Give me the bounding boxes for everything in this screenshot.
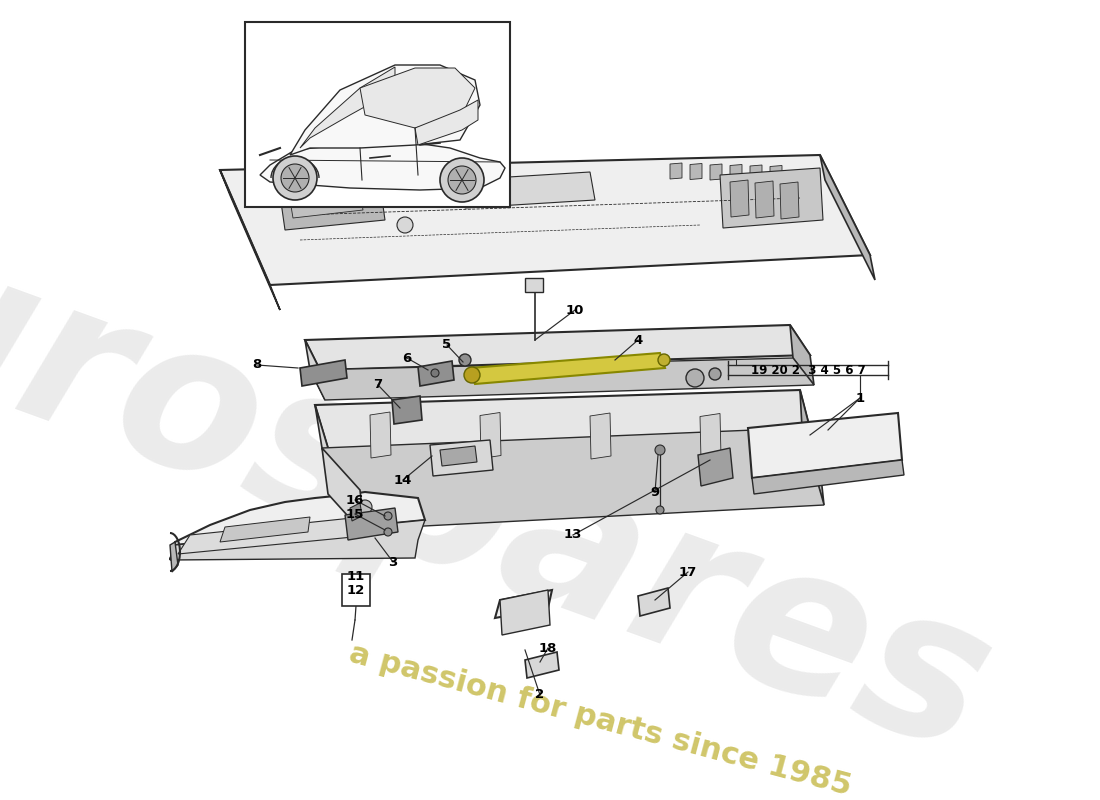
Polygon shape <box>698 448 733 486</box>
Text: 17: 17 <box>679 566 697 578</box>
Text: 8: 8 <box>252 358 262 371</box>
Polygon shape <box>300 67 395 148</box>
Text: 12: 12 <box>346 585 365 598</box>
Circle shape <box>384 512 392 520</box>
Polygon shape <box>770 166 782 182</box>
Polygon shape <box>460 172 595 208</box>
Polygon shape <box>470 353 666 384</box>
Polygon shape <box>290 65 480 155</box>
Polygon shape <box>370 412 390 458</box>
Text: 6: 6 <box>403 351 411 365</box>
Polygon shape <box>315 405 348 530</box>
Polygon shape <box>430 440 493 476</box>
Text: 7: 7 <box>373 378 383 391</box>
Circle shape <box>358 500 372 514</box>
Polygon shape <box>350 503 362 521</box>
Polygon shape <box>178 514 390 554</box>
Polygon shape <box>360 68 475 128</box>
Text: 2: 2 <box>536 689 544 702</box>
Text: 14: 14 <box>394 474 412 486</box>
Polygon shape <box>720 168 823 228</box>
Circle shape <box>384 528 392 536</box>
Text: 5: 5 <box>442 338 452 351</box>
Circle shape <box>710 368 720 380</box>
Bar <box>245 22 510 207</box>
Polygon shape <box>700 414 720 459</box>
Polygon shape <box>310 358 814 400</box>
Polygon shape <box>280 185 385 230</box>
Circle shape <box>464 367 480 383</box>
Polygon shape <box>690 163 702 179</box>
Circle shape <box>273 156 317 200</box>
Circle shape <box>440 158 484 202</box>
Text: 11: 11 <box>346 570 365 583</box>
Circle shape <box>431 369 439 377</box>
Text: 16: 16 <box>345 494 364 506</box>
Polygon shape <box>290 192 363 218</box>
Polygon shape <box>418 361 454 386</box>
Polygon shape <box>525 652 559 678</box>
Polygon shape <box>752 460 904 494</box>
Polygon shape <box>590 413 610 459</box>
Polygon shape <box>345 508 398 540</box>
Circle shape <box>448 166 476 194</box>
Polygon shape <box>305 340 324 400</box>
Polygon shape <box>322 428 824 530</box>
Text: 3: 3 <box>388 555 397 569</box>
Polygon shape <box>790 325 814 385</box>
Polygon shape <box>710 164 722 180</box>
Circle shape <box>654 445 666 455</box>
Polygon shape <box>480 413 501 458</box>
Text: a passion for parts since 1985: a passion for parts since 1985 <box>345 639 855 800</box>
Polygon shape <box>780 182 799 219</box>
Bar <box>525 278 543 292</box>
Text: 18: 18 <box>539 642 558 654</box>
Polygon shape <box>322 448 365 535</box>
Polygon shape <box>730 180 749 217</box>
Circle shape <box>397 217 412 233</box>
Polygon shape <box>755 181 774 218</box>
Polygon shape <box>748 413 902 478</box>
Text: 9: 9 <box>650 486 660 498</box>
Polygon shape <box>170 542 178 572</box>
Circle shape <box>280 164 309 192</box>
Polygon shape <box>495 590 552 618</box>
Bar <box>342 574 370 606</box>
Polygon shape <box>440 446 477 466</box>
Text: 4: 4 <box>634 334 642 346</box>
Circle shape <box>658 354 670 366</box>
Polygon shape <box>415 100 478 145</box>
Polygon shape <box>820 155 874 280</box>
Polygon shape <box>750 165 762 181</box>
Polygon shape <box>300 360 346 386</box>
Text: 1: 1 <box>856 391 865 405</box>
Polygon shape <box>392 396 422 424</box>
Polygon shape <box>220 170 280 310</box>
Text: 13: 13 <box>564 529 582 542</box>
Polygon shape <box>170 520 425 560</box>
Polygon shape <box>170 492 425 560</box>
Polygon shape <box>260 140 505 190</box>
Polygon shape <box>220 517 310 542</box>
Polygon shape <box>638 588 670 616</box>
Polygon shape <box>730 165 743 181</box>
Polygon shape <box>800 390 824 505</box>
Polygon shape <box>305 325 810 370</box>
Text: 15: 15 <box>345 507 364 521</box>
Polygon shape <box>220 155 870 285</box>
Polygon shape <box>500 590 550 635</box>
Circle shape <box>459 354 471 366</box>
Text: eurospares: eurospares <box>0 164 1014 796</box>
Circle shape <box>656 506 664 514</box>
Polygon shape <box>670 163 682 179</box>
Text: 10: 10 <box>565 303 584 317</box>
Circle shape <box>686 369 704 387</box>
Polygon shape <box>315 390 820 488</box>
Text: 19 20 2  3 4 5 6 7: 19 20 2 3 4 5 6 7 <box>750 363 866 377</box>
